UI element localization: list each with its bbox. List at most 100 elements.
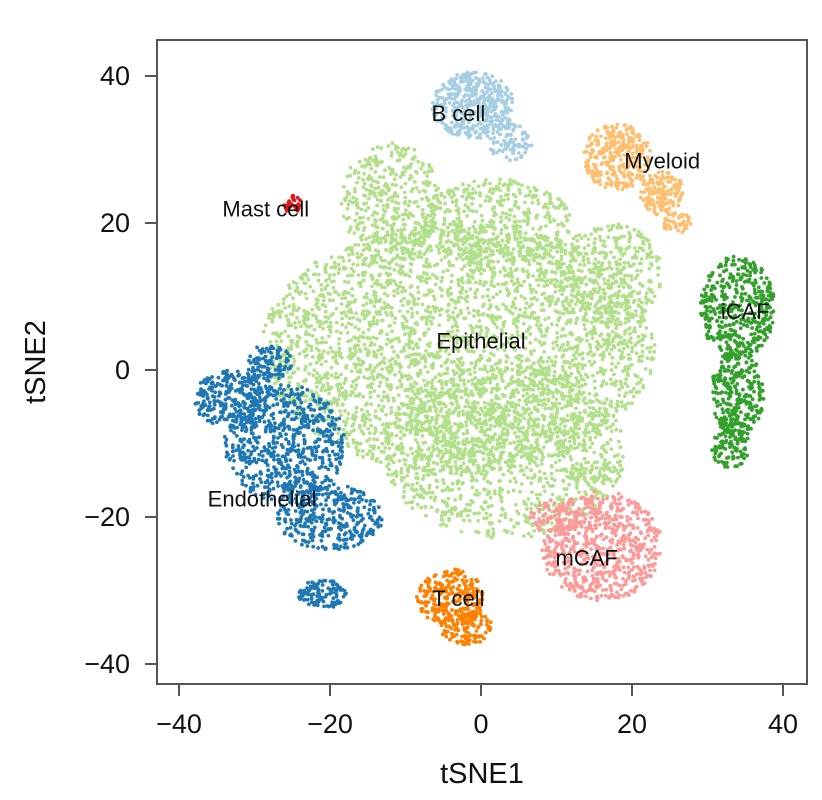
data-point (369, 402, 373, 407)
data-point (421, 477, 425, 482)
data-point (412, 495, 416, 499)
data-point (572, 421, 577, 425)
data-point (450, 273, 454, 278)
data-point (433, 495, 438, 499)
data-point (431, 315, 435, 320)
data-point (551, 245, 556, 250)
data-point (520, 332, 525, 337)
data-point (349, 369, 354, 374)
data-point (350, 201, 355, 205)
data-point (371, 335, 376, 340)
data-point (353, 386, 357, 391)
data-point (550, 492, 555, 497)
data-point (524, 335, 528, 340)
data-point (643, 367, 648, 371)
data-point (438, 201, 443, 205)
data-point (622, 338, 627, 343)
data-point (583, 382, 588, 387)
data-point (525, 407, 529, 411)
data-point (392, 293, 397, 298)
data-point (503, 273, 507, 278)
data-point (419, 505, 423, 510)
data-point (313, 431, 318, 436)
data-point (481, 335, 486, 340)
data-point (426, 327, 431, 331)
data-point (326, 385, 331, 389)
data-point (396, 355, 400, 359)
data-point (389, 310, 393, 315)
data-point (604, 382, 609, 386)
data-point (342, 185, 346, 189)
data-point (449, 444, 454, 449)
data-point (420, 302, 425, 307)
data-point (645, 356, 650, 360)
data-point (459, 452, 464, 456)
data-point (541, 455, 546, 459)
data-point (614, 326, 619, 331)
data-point (428, 427, 433, 431)
data-point (539, 308, 544, 313)
data-point (329, 255, 334, 260)
data-point (403, 239, 408, 244)
data-point (516, 315, 520, 319)
data-point (453, 464, 458, 469)
data-point (516, 443, 520, 448)
data-point (500, 506, 504, 511)
data-point (444, 523, 449, 528)
data-point (637, 339, 642, 344)
data-point (521, 394, 526, 398)
data-point (434, 418, 439, 422)
data-point (440, 382, 444, 386)
data-point (387, 446, 392, 451)
data-point (513, 502, 518, 507)
data-point (505, 340, 510, 344)
data-point (439, 294, 444, 298)
data-point (496, 405, 500, 410)
data-point (461, 461, 466, 466)
data-point (384, 271, 389, 275)
data-point (575, 396, 580, 400)
data-point (608, 377, 613, 382)
data-point (363, 194, 368, 198)
data-point (374, 310, 379, 314)
data-point (355, 251, 360, 256)
data-point (323, 268, 328, 273)
data-point (466, 379, 471, 383)
data-point (390, 167, 395, 172)
data-point (412, 457, 417, 461)
data-point (307, 371, 311, 376)
data-point (498, 251, 503, 256)
data-point (492, 315, 497, 320)
data-point (394, 173, 398, 177)
data-point (328, 292, 333, 297)
data-point (453, 408, 458, 413)
data-point (424, 349, 428, 353)
data-point (438, 450, 442, 455)
data-point (512, 464, 517, 469)
data-point (404, 428, 409, 432)
data-point (336, 262, 341, 267)
data-point (526, 207, 531, 212)
data-point (355, 180, 359, 185)
data-point (440, 518, 445, 522)
data-point (390, 356, 395, 361)
data-point (392, 238, 397, 243)
data-point (474, 360, 478, 365)
data-point (434, 432, 439, 437)
data-point (470, 209, 475, 214)
data-point (491, 232, 496, 236)
data-point (435, 226, 439, 231)
data-point (379, 282, 383, 287)
data-point (406, 469, 411, 474)
data-point (526, 520, 530, 525)
data-point (370, 274, 374, 279)
data-point (618, 379, 623, 384)
data-point (558, 422, 563, 427)
data-point (328, 273, 332, 277)
data-point (495, 385, 500, 390)
data-point (470, 485, 475, 490)
data-point (640, 343, 645, 348)
data-point (613, 480, 618, 484)
data-point (540, 377, 545, 382)
data-point (616, 439, 621, 444)
